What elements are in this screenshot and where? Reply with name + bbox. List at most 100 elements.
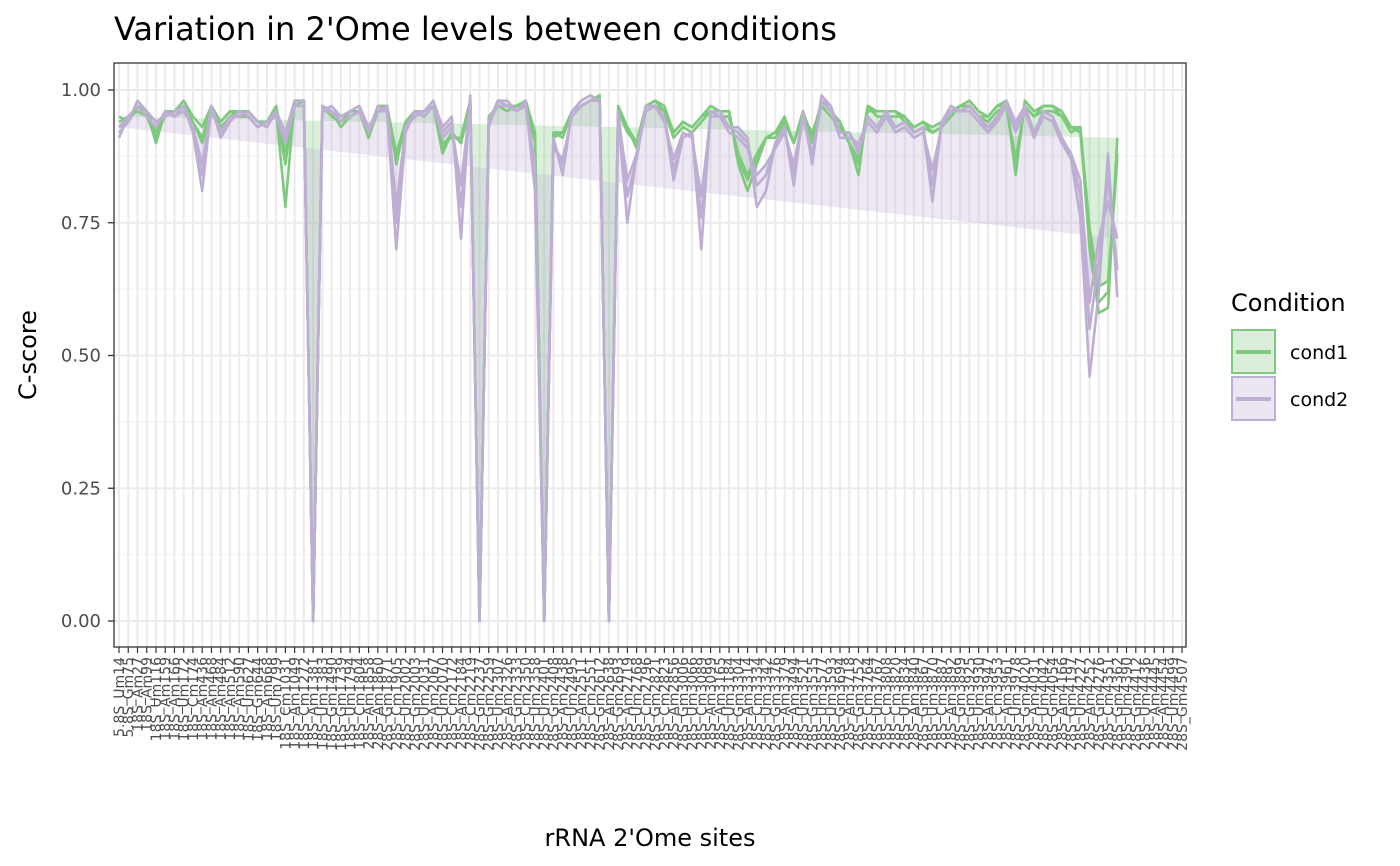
y-axis: 0.00 0.25 0.50 0.75 1.00: [61, 80, 114, 632]
x-tick-label: 28S_Um3066: [685, 657, 701, 750]
x-tick-label: 28S_Gm2237: [473, 657, 489, 751]
x-tick-label: 28S_Gm3304: [731, 657, 747, 751]
x-tick-label: 28S_Um2031: [417, 657, 433, 750]
x-tick-label: 18S_Am1049: [288, 657, 304, 750]
x-tick-label: 18S_Am436: [195, 657, 211, 741]
y-tick-label: 0.25: [61, 478, 101, 499]
x-tick-label: 28S_Gm4276: [1092, 657, 1108, 751]
x-tick-label: 28S_Am2438: [556, 657, 572, 750]
x-tick-label: 28S_Gm2259: [482, 657, 498, 751]
x-tick-label: 28S_Am3961: [999, 657, 1015, 750]
x-tick-label: 18S_Am27: [130, 657, 146, 732]
x-tick-label: 28S_Um4042: [1036, 657, 1052, 750]
y-tick-label: 1.00: [61, 80, 101, 101]
x-tick-label: 28S_Um3767: [870, 657, 886, 750]
x-tick-label: 18S_Am484: [214, 657, 230, 741]
x-tick-label: 28S_Um4499: [1166, 657, 1182, 750]
x-tick-label: 18S_Cm1272: [297, 657, 313, 750]
series-line-cond2-5: [118, 99, 1119, 623]
x-tick-label: 28S_Um2002: [399, 657, 415, 750]
x-tick-label: 28S_Cm2350: [519, 657, 535, 750]
x-tick-label: 28S_Um4227: [1073, 657, 1089, 750]
x-tick-label: 28S_Um4390: [1120, 657, 1136, 750]
legend-title: Condition: [1231, 289, 1346, 317]
x-tick-label: 28S_Gm2693: [611, 657, 627, 751]
legend-label-cond2: cond2: [1290, 389, 1348, 411]
x-tick-label: 28S_Um3521: [796, 657, 812, 750]
x-tick-label: 28S_Am3892: [944, 657, 960, 750]
x-tick-label: 18S_Um1383: [315, 657, 331, 750]
x-tick-label: 28S_Um2070: [436, 657, 452, 750]
y-tick-label: 0.00: [61, 611, 101, 632]
x-tick-label: 28S_Gm3867: [916, 657, 932, 751]
x-tick-label: 5.8S_Gm75: [121, 657, 137, 737]
x-tick-label: 28S_Gm3899: [953, 657, 969, 751]
x-tick-label: 28S_Um2768: [630, 657, 646, 750]
x-tick-label: 18S_Am1381: [306, 657, 322, 750]
x-tick-label: 28S_Am1858: [362, 657, 378, 750]
x-tick-label: 28S_Am2638: [602, 657, 618, 750]
y-tick-label: 0.50: [61, 346, 101, 367]
x-tick-label: 18S_Am668: [260, 657, 276, 741]
x-tick-label: 28S_Gm1871: [380, 657, 396, 751]
x-tick-label: 28S_Gm4412: [1129, 657, 1145, 751]
x-tick-label: 28S_Am4252: [1083, 657, 1099, 750]
x-tick-label: 28S_Am3718: [842, 657, 858, 750]
y-tick-label: 0.75: [61, 213, 101, 234]
x-tick-label: 28S_Gm2333: [509, 657, 525, 751]
x-tick-label: 28S_Um3834: [898, 657, 914, 750]
x-axis: 5.8S_Um145.8S_Gm7518S_Am2718S_Am9918S_Um…: [112, 647, 1191, 751]
x-tick-label: 18S_Am512: [223, 657, 239, 741]
x-tick-label: 28S_Am3947: [981, 657, 997, 750]
x-tick-label: 28S_Gm4054: [1046, 657, 1062, 751]
x-tick-label: 28S_Am2719: [620, 657, 636, 750]
x-tick-label: 28S_Am4454: [1157, 657, 1173, 750]
x-tick-label: 28S_Am1860: [371, 657, 387, 750]
x-tick-label: 18S_Gm1739: [334, 657, 350, 751]
x-tick-label: 28S_Am2326: [500, 657, 516, 750]
x-tick-label: 28S_Gm4362: [1110, 657, 1126, 751]
x-tick-label: 18S_Am159: [158, 657, 174, 741]
x-tick-label: 28S_Cm3953: [990, 657, 1006, 750]
x-tick-label: 28S_Gm3752: [851, 657, 867, 751]
x-tick-label: 28S_Cm3334: [750, 657, 766, 750]
x-tick-label: 28S_Cm2219: [463, 657, 479, 750]
x-tick-label: 28S_Cm3089: [694, 657, 710, 750]
x-tick-label: 18S_Cm1031: [278, 657, 294, 750]
x-tick-label: 18S_Am99: [140, 657, 156, 732]
x-tick-label: 28S_Am3379: [778, 657, 794, 750]
x-tick-label: 28S_Gm3925: [962, 657, 978, 751]
x-tick-label: 28S_Cm3820: [888, 657, 904, 750]
x-tick-label: 18S_Um172: [177, 657, 193, 741]
x-tick-label: 18S_Am166: [167, 657, 183, 741]
x-tick-label: 18S_Um627: [241, 657, 257, 741]
x-tick-label: 18S_Am468: [204, 657, 220, 741]
legend-entry-cond2: cond2: [1231, 376, 1348, 421]
x-tick-label: 28S_Um3930: [972, 657, 988, 750]
legend: Condition cond1 cond2: [1231, 289, 1348, 421]
x-tick-label: 28S_Gm2821: [648, 657, 664, 751]
x-tick-label: 28S_Gm3535: [805, 657, 821, 751]
x-tick-label: 18S_Um116: [149, 657, 165, 741]
x-tick-label: 28S_Am2184: [454, 657, 470, 750]
x-tick-label: 28S_Um3342: [759, 657, 775, 750]
x-tick-label: 28S_Am3165: [713, 657, 729, 750]
x-tick-label: 28S_Cm2551: [583, 657, 599, 750]
x-tick-label: 28S_Am2067: [426, 657, 442, 750]
x-tick-label: 28S_Gm4197: [1064, 657, 1080, 751]
x-tick-label: 28S_Cm2172: [445, 657, 461, 750]
x-tick-label: 28S_Cm4351: [1101, 657, 1117, 750]
x-tick-label: 28S_Um3870: [925, 657, 941, 750]
x-tick-label: 28S_Cm1905: [389, 657, 405, 750]
x-tick-label: 28S_Cm3764: [861, 657, 877, 750]
x-tick-label: 18S_Am590: [232, 657, 248, 741]
x-tick-label: 28S_Am3099: [704, 657, 720, 750]
x-tick-label: 28S_Um3184: [722, 657, 738, 750]
x-tick-label: 28S_Um2495: [565, 657, 581, 750]
x-tick-label: 28S_Um3593: [824, 657, 840, 750]
x-tick-label: 28S_Gm2003: [408, 657, 424, 751]
x-tick-label: 28S_Gm4507: [1175, 657, 1191, 751]
x-tick-label: 18S_Gm644: [251, 657, 267, 742]
x-tick-label: 28S_Gm4020: [1018, 657, 1034, 751]
y-axis-title: C-score: [14, 310, 42, 400]
